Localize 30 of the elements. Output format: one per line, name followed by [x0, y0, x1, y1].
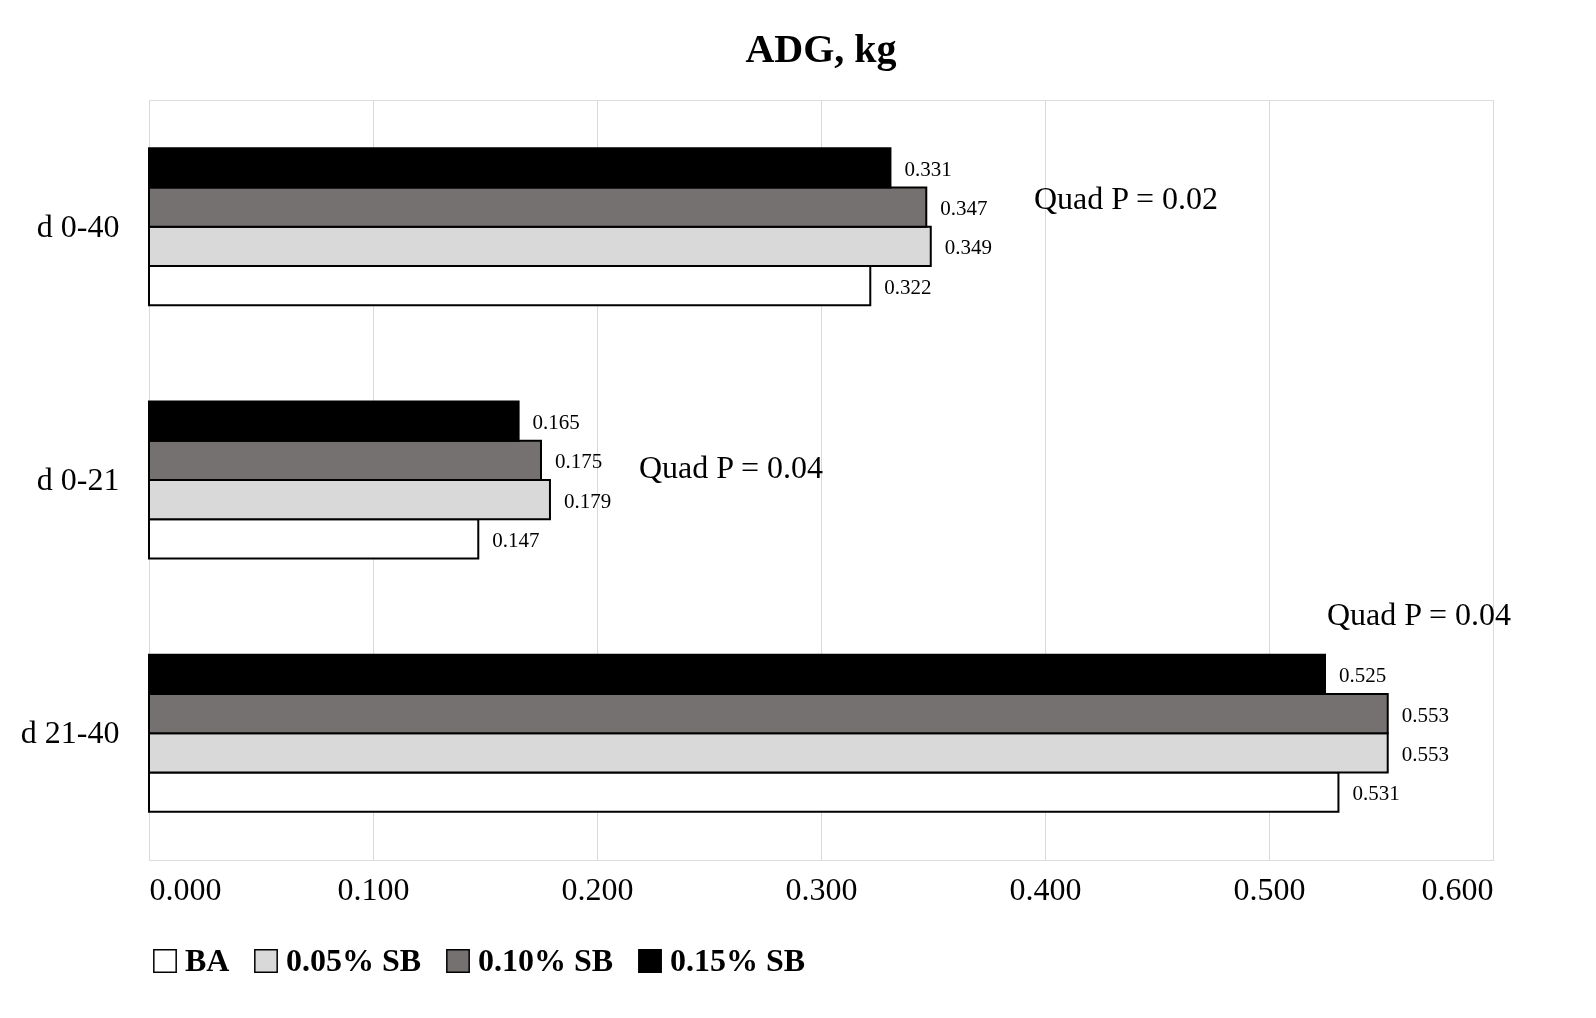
- y-tick-label: d 0-40: [36, 207, 120, 244]
- data-label: 0.175: [555, 449, 603, 474]
- legend-label: BA: [185, 942, 230, 978]
- chart-title: ADG, kg: [745, 26, 897, 71]
- x-tick-label: 0.100: [337, 870, 410, 907]
- x-tick-label: 0.300: [785, 870, 858, 907]
- data-label: 0.553: [1401, 741, 1449, 766]
- data-label: 0.331: [904, 156, 952, 181]
- y-tick-label: d 21-40: [20, 714, 120, 751]
- data-label: 0.349: [944, 235, 993, 260]
- annotation: Quad P = 0.04: [1327, 596, 1511, 632]
- data-label: 0.525: [1339, 663, 1387, 688]
- annotation: Quad P = 0.04: [639, 449, 823, 485]
- data-label: 0.347: [940, 196, 988, 221]
- data-label: 0.322: [884, 274, 932, 299]
- data-label: 0.531: [1352, 781, 1400, 806]
- y-tick-label: d 0-21: [36, 461, 120, 497]
- x-tick-label: 0.200: [561, 870, 634, 907]
- data-label: 0.553: [1401, 702, 1449, 727]
- legend-label: 0.15% SB: [670, 942, 806, 978]
- data-label: 0.179: [563, 488, 612, 513]
- x-tick-label: 0.400: [1009, 870, 1082, 907]
- legend-label: 0.10% SB: [478, 942, 614, 978]
- x-tick-label: 0.000: [149, 870, 222, 907]
- annotation: Quad P = 0.02: [1034, 180, 1218, 216]
- x-tick-label: 0.600: [1421, 870, 1494, 907]
- legend-label: 0.05% SB: [286, 942, 422, 978]
- x-tick-label: 0.500: [1233, 870, 1306, 907]
- data-label: 0.147: [492, 527, 540, 552]
- data-label: 0.165: [532, 410, 580, 435]
